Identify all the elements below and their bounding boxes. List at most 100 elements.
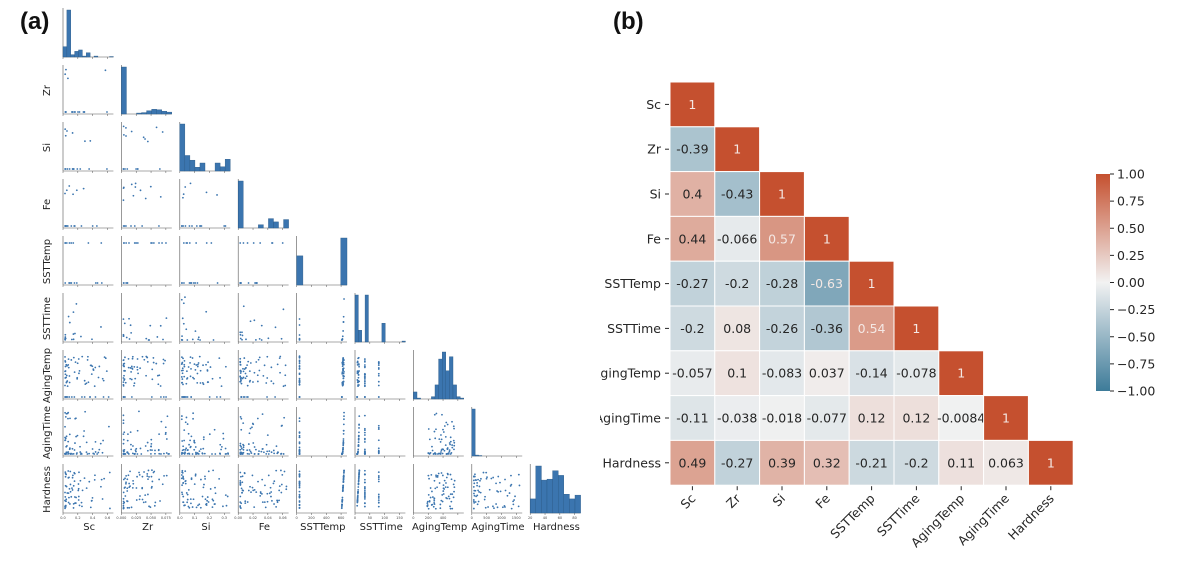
scatter-point: [298, 441, 301, 444]
scatter-point: [242, 446, 245, 449]
scatter-point: [181, 372, 184, 375]
scatter-point: [158, 168, 161, 170]
scatter-point: [451, 507, 454, 510]
scatter-point: [195, 364, 198, 366]
column-label-Hardness: Hardness: [1005, 491, 1057, 543]
scatter-point: [66, 451, 68, 454]
scatter-point: [186, 339, 189, 341]
histogram-bar: [62, 46, 68, 58]
scatter-point: [219, 453, 222, 455]
scatter-point: [165, 317, 168, 319]
scatter-point: [122, 359, 125, 362]
scatter-point: [240, 451, 243, 454]
scatter-point: [216, 282, 219, 284]
heatmap-cell-AgingTemp-AgingTemp: [938, 350, 985, 397]
x-axis-label-Zr: Zr: [142, 522, 154, 533]
scatter-point: [97, 376, 100, 379]
scatter-point: [128, 506, 131, 509]
scatter-point: [67, 411, 70, 414]
scatter-point: [223, 225, 226, 227]
scatter-point: [155, 362, 158, 365]
scatter-point: [180, 339, 183, 341]
scatter-point: [248, 370, 251, 373]
scatter-point: [363, 489, 366, 492]
scatter-point: [190, 435, 193, 438]
column-label-SSTTemp: SSTTemp: [827, 491, 878, 542]
scatter-point: [73, 449, 76, 451]
scatter-point: [453, 490, 455, 493]
scatter-point: [159, 195, 162, 198]
scatter-point: [66, 492, 69, 494]
scatter-point: [206, 496, 209, 498]
scatter-point: [341, 363, 344, 366]
scatter-point: [107, 396, 110, 398]
heatmap-value-label: -0.39: [676, 142, 708, 157]
heatmap-cell-Fe-Fe: [803, 215, 850, 262]
scatter-point: [185, 492, 188, 494]
scatter-point: [285, 488, 288, 491]
heatmap-value-label: -0.28: [766, 276, 798, 291]
scatter-point: [81, 505, 83, 508]
x-axis-label-SSTTemp: SSTTemp: [300, 522, 345, 533]
scatter-point: [196, 365, 199, 368]
scatter-point: [342, 438, 345, 440]
scatter-point: [197, 338, 200, 341]
pairplot-cell-SSTTime-vs-SSTTemp: [296, 293, 347, 344]
scatter-point: [68, 396, 71, 398]
scatter-point: [75, 435, 77, 438]
scatter-point: [473, 501, 476, 504]
scatter-point: [450, 500, 453, 503]
scatter-point: [190, 502, 192, 505]
scatter-point: [452, 496, 455, 499]
heatmap-cell-SSTTime-SSTTime: [893, 305, 940, 352]
heatmap-value-label: 0.08: [723, 321, 751, 336]
scatter-point: [363, 396, 366, 398]
scatter-point: [298, 318, 301, 320]
scatter-point: [356, 379, 359, 381]
scatter-point: [181, 469, 184, 472]
scatter-point: [475, 479, 478, 481]
scatter-point: [480, 477, 482, 480]
row-label-Fe: Fe: [647, 231, 662, 246]
scatter-point: [208, 396, 211, 398]
scatter-point: [91, 225, 94, 227]
scatter-point: [377, 447, 380, 450]
scatter-point: [244, 500, 247, 503]
scatter-point: [187, 366, 190, 368]
scatter-point: [122, 168, 125, 170]
scatter-point: [136, 242, 139, 244]
scatter-point: [135, 450, 137, 453]
scatter-point: [183, 365, 186, 368]
x-tick-label: 400: [440, 516, 447, 520]
x-tick-label: 60: [558, 516, 562, 520]
heatmap-value-label: 1: [1047, 455, 1055, 470]
scatter-point: [66, 130, 68, 132]
scatter-point: [122, 502, 125, 505]
scatter-point: [357, 374, 360, 376]
scatter-point: [363, 437, 366, 440]
scatter-point: [492, 476, 495, 479]
histogram-bar: [569, 498, 576, 514]
scatter-point: [100, 326, 102, 328]
scatter-point: [298, 362, 301, 365]
scatter-point: [100, 478, 103, 481]
scatter-point: [104, 357, 107, 360]
scatter-point: [134, 377, 137, 380]
scatter-point: [342, 484, 345, 487]
scatter-point: [479, 491, 482, 494]
scatter-point: [165, 474, 168, 477]
scatter-point: [239, 452, 242, 455]
scatter-point: [284, 384, 287, 387]
scatter-point: [241, 481, 244, 484]
heatmap-value-label: 0.54: [858, 321, 886, 336]
scatter-point: [89, 396, 91, 398]
scatter-point: [134, 449, 137, 451]
scatter-point: [257, 453, 260, 455]
scatter-point: [192, 282, 195, 284]
scatter-point: [377, 471, 380, 474]
scatter-point: [259, 491, 262, 493]
scatter-point: [207, 501, 210, 503]
histogram-bar: [273, 221, 279, 229]
scatter-point: [298, 436, 301, 439]
scatter-point: [363, 427, 366, 430]
